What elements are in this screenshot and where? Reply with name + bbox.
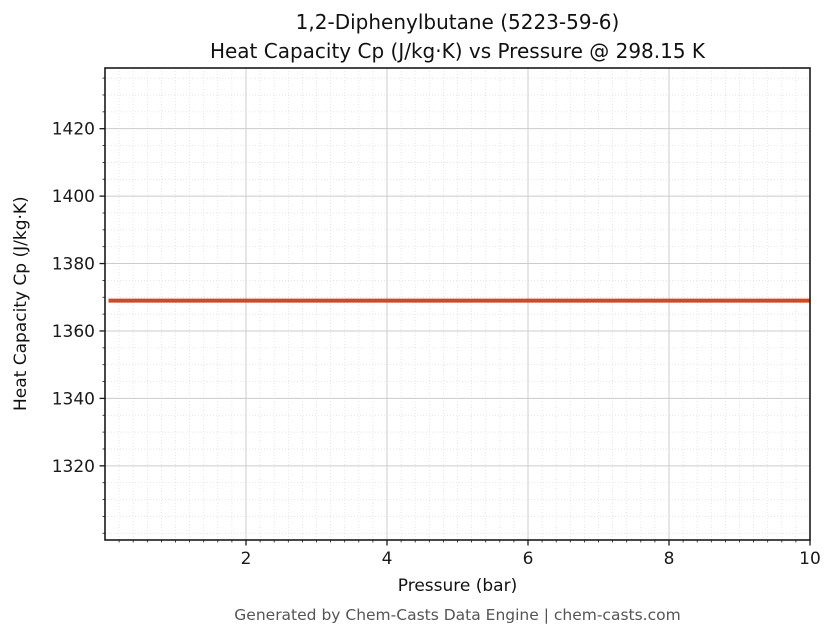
chart-title: 1,2-Diphenylbutane (5223-59-6) Heat Capa… — [105, 8, 810, 66]
chart-title-line2: Heat Capacity Cp (J/kg·K) vs Pressure @ … — [209, 39, 706, 63]
y-tick-label: 1400 — [52, 187, 95, 207]
axes-border — [104, 67, 811, 541]
x-tick-label: 10 — [799, 549, 821, 569]
y-tick-label: 1340 — [52, 389, 95, 409]
x-axis-label: Pressure (bar) — [397, 576, 518, 596]
chart-title-line1: 1,2-Diphenylbutane (5223-59-6) — [295, 10, 620, 34]
x-tick-label: 6 — [523, 549, 534, 569]
x-tick-label: 4 — [382, 549, 393, 569]
y-tick-label: 1320 — [52, 457, 95, 477]
footer-caption: Generated by Chem-Casts Data Engine | ch… — [234, 606, 681, 624]
x-tick-label: 8 — [664, 549, 675, 569]
x-tick-label: 2 — [241, 549, 252, 569]
y-tick-label: 1380 — [52, 255, 95, 275]
y-tick-label: 1420 — [52, 120, 95, 140]
y-tick-label: 1360 — [52, 322, 95, 342]
